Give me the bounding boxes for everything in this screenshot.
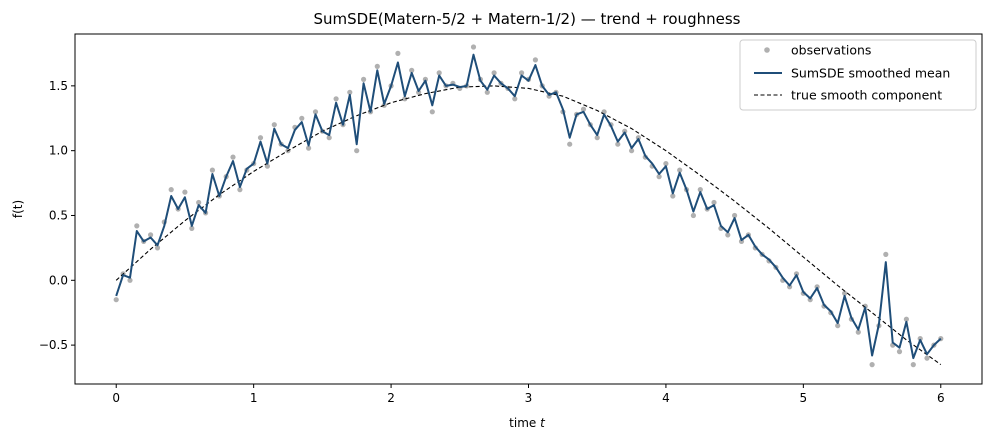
observation-point — [532, 57, 539, 63]
observation-point — [196, 199, 202, 206]
observation-point — [883, 251, 889, 257]
legend-observations-label: observations — [791, 43, 871, 58]
x-tick-label: 3 — [525, 391, 533, 405]
y-axis-label: f(t) — [11, 200, 25, 218]
observation-point — [113, 297, 119, 303]
observation-point — [677, 167, 683, 173]
observation-point — [347, 89, 353, 95]
observation-point — [491, 70, 497, 76]
observation-point — [855, 329, 861, 335]
x-tick-label: 6 — [937, 391, 945, 405]
observation-point — [862, 303, 868, 309]
observation-point — [470, 44, 477, 50]
observation-point — [333, 96, 339, 102]
observation-point — [271, 122, 277, 128]
observation-point — [697, 187, 703, 193]
x-tick-label: 0 — [112, 391, 120, 405]
observation-point — [663, 161, 669, 167]
true-smooth-component-line — [115, 85, 942, 366]
x-tick-label: 1 — [250, 391, 258, 405]
x-tick-label: 2 — [387, 391, 395, 405]
observation-point — [148, 232, 154, 238]
observation-point — [306, 145, 312, 151]
chart-title: SumSDE(Matern-5/2 + Matern-1/2) — trend … — [314, 10, 741, 28]
x-axis-label: time t — [509, 416, 546, 430]
observation-point — [422, 76, 428, 82]
observation-point — [402, 96, 408, 102]
observation-point — [436, 70, 442, 76]
y-tick-label: 0.5 — [49, 208, 68, 222]
observation-point — [354, 148, 360, 154]
observation-point — [361, 76, 367, 82]
observation-point — [917, 336, 923, 342]
observation-point — [910, 362, 916, 368]
observation-point — [519, 70, 525, 76]
observation-point — [567, 141, 573, 147]
observation-point — [299, 115, 305, 121]
y-tick-label: 1.0 — [49, 144, 68, 158]
observation-point — [409, 67, 415, 73]
y-tick-label: 0.0 — [49, 273, 68, 287]
observation-point — [896, 349, 903, 355]
observation-point — [869, 362, 875, 368]
observation-point — [416, 89, 422, 95]
x-tick-label: 5 — [800, 391, 808, 405]
observation-point — [711, 199, 717, 206]
observation-point — [312, 109, 319, 115]
observation-point — [230, 154, 236, 160]
y-tick-label: −0.5 — [39, 338, 68, 352]
observation-point — [594, 135, 600, 141]
observation-point — [189, 225, 195, 231]
observation-point — [622, 128, 628, 134]
observation-point — [635, 135, 642, 141]
x-axis-label-text: time — [509, 416, 536, 430]
observation-point — [237, 187, 243, 193]
observation-point — [127, 277, 133, 283]
observation-point — [814, 284, 820, 290]
observation-point — [835, 323, 841, 329]
observation-point — [374, 63, 380, 69]
observation-point — [395, 50, 401, 57]
observation-point — [512, 96, 518, 102]
legend: observations SumSDE smoothed mean true s… — [739, 39, 977, 111]
observation-point — [154, 245, 161, 251]
observation-point — [209, 167, 215, 173]
x-axis-label-var: t — [540, 416, 546, 430]
legend-true-component-label: true smooth component — [791, 88, 942, 103]
observation-point — [615, 141, 621, 147]
observation-point — [257, 135, 264, 141]
observation-point — [134, 223, 140, 229]
observation-point — [264, 163, 270, 169]
legend-box — [739, 39, 977, 111]
observation-point — [903, 316, 910, 322]
observation-point — [842, 290, 848, 296]
smoothed-mean-line — [115, 53, 942, 360]
observation-point — [793, 271, 800, 277]
observation-point — [326, 135, 332, 141]
legend-observations-marker — [764, 47, 770, 53]
y-tick-label: 1.5 — [49, 79, 68, 93]
observation-point — [656, 174, 662, 180]
x-axis-ticks: 0 1 2 3 4 5 6 — [112, 384, 945, 405]
observation-point — [484, 89, 490, 95]
observation-point — [182, 189, 188, 195]
observation-point — [725, 232, 731, 238]
observation-point — [168, 187, 174, 193]
observation-point — [924, 355, 930, 361]
observation-point — [732, 212, 738, 219]
legend-smoothed-mean-label: SumSDE smoothed mean — [791, 66, 950, 81]
x-tick-label: 4 — [662, 391, 670, 405]
observation-point — [580, 106, 587, 112]
observation-point — [429, 109, 435, 115]
y-axis-ticks: −0.5 0.0 0.5 1.0 1.5 — [39, 79, 75, 352]
observation-point — [690, 212, 697, 219]
observation-point — [629, 148, 635, 154]
observation-point — [670, 193, 676, 199]
